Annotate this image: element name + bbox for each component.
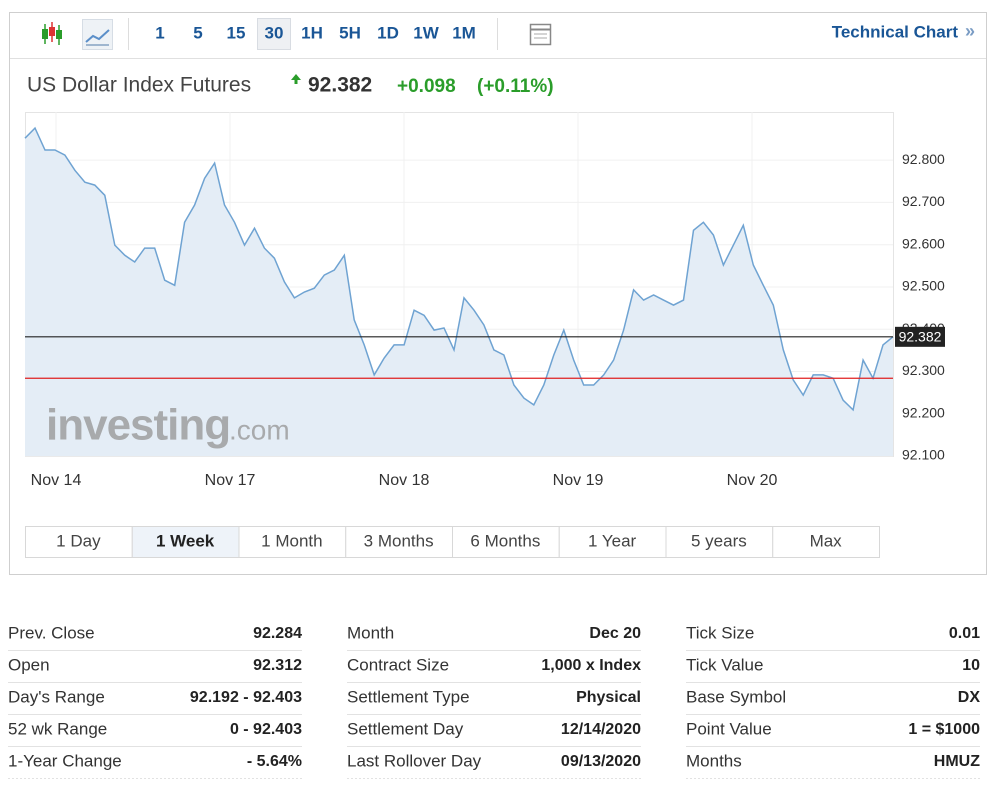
range-button-bg[interactable] [238,526,347,558]
range-button[interactable]: 3 Months [364,531,434,550]
plot [24,112,894,457]
up-arrow [291,74,301,84]
stat-value: HMUZ [934,753,980,770]
price-line [24,126,894,412]
range-button[interactable]: 1 Year [588,531,637,550]
stat-value: 12/14/2020 [561,721,641,738]
stat-label: Point Value [686,719,772,738]
range-button-bg[interactable] [345,526,453,558]
stat-label: Tick Value [686,655,763,674]
range-button[interactable]: Max [810,531,843,550]
price-tag [895,326,945,347]
stat-value: 92.312 [253,657,302,674]
stat-value: 0.01 [949,625,980,642]
x-tick-label: Nov 18 [379,472,430,489]
range-button[interactable]: 5 years [691,531,747,550]
range-button-bg[interactable] [558,526,667,558]
change: +0.098 [397,76,456,97]
interval-button[interactable]: 1D [377,23,399,42]
interval-button[interactable]: 5H [339,23,361,42]
stat-label: Last Rollover Day [347,751,482,770]
range-button-bg[interactable] [25,526,133,558]
stat-label: Base Symbol [686,687,786,706]
ui: 1515301H5H1D1W1M92.10092.20092.30092.400… [8,18,981,779]
stat-value: 1 = $1000 [908,721,980,738]
x-tick-label: Nov 20 [727,472,778,489]
y-tick-label: 92.500 [902,278,945,294]
range-button[interactable]: 1 Week [156,531,215,550]
stat-value: 09/13/2020 [561,753,641,770]
x-tick-label: Nov 19 [553,472,604,489]
link-arrow[interactable]: » [965,21,975,41]
instrument-name: US Dollar Index Futures [27,74,251,97]
y-tick-label: 92.700 [902,193,945,209]
watermark-brand: investing [46,401,230,450]
interval-button[interactable]: 1 [155,23,164,42]
interval-button[interactable]: 30 [265,23,284,42]
stat-label: Tick Size [686,623,754,642]
range-button-bg[interactable] [772,526,880,558]
line-icon[interactable] [82,19,113,50]
y-tick-label: 92.800 [902,151,945,167]
stat-label: Open [8,655,50,674]
stat-label: 1-Year Change [8,751,122,770]
stat-label: Day's Range [8,687,105,706]
interval-button[interactable]: 1M [452,23,476,42]
range-button[interactable]: 6 Months [470,531,540,550]
stat-label: 52 wk Range [8,719,107,738]
interval-active-bg [257,18,291,50]
stat-label: Months [686,751,742,770]
interval-button[interactable]: 5 [193,23,202,42]
stat-label: Settlement Day [347,719,464,738]
price-tag-label: 92.382 [899,329,942,345]
x-tick-label: Nov 14 [31,472,82,489]
candle-icon[interactable] [42,22,62,45]
y-tick-label: 92.300 [902,362,945,378]
y-tick-label: 92.600 [902,235,945,251]
price: 92.382 [308,74,372,97]
watermark-suffix: .com [229,414,290,445]
stat-value: 10 [962,657,980,674]
range-button[interactable]: 1 Day [56,531,101,550]
range-button-bg[interactable] [131,526,240,558]
range-button-bg[interactable] [665,526,774,558]
stat-value: Dec 20 [589,625,641,642]
stat-label: Contract Size [347,655,449,674]
x-tick-label: Nov 17 [205,472,256,489]
technical-chart-link[interactable]: Technical Chart [832,22,959,41]
stat-label: Settlement Type [347,687,470,706]
interval-button[interactable]: 15 [227,23,246,42]
stat-value: 0 - 92.403 [230,721,302,738]
y-tick-label: 92.200 [902,404,945,420]
stat-value: 92.284 [253,625,302,642]
stat-value: 1,000 x Index [541,657,641,674]
layout-icon[interactable] [529,23,552,46]
y-tick-label: 92.100 [902,447,945,463]
range-button[interactable]: 1 Month [261,531,322,550]
stat-value: DX [958,689,981,706]
interval-button[interactable]: 1W [413,23,439,42]
interval-button[interactable]: 1H [301,23,323,42]
stat-label: Month [347,623,394,642]
stat-label: Prev. Close [8,623,95,642]
stat-value: 92.192 - 92.403 [190,689,302,706]
price-area [25,128,893,456]
stat-value: - 5.64% [247,753,302,770]
change-percent: (+0.11%) [477,76,554,97]
stat-value: Physical [576,689,641,706]
